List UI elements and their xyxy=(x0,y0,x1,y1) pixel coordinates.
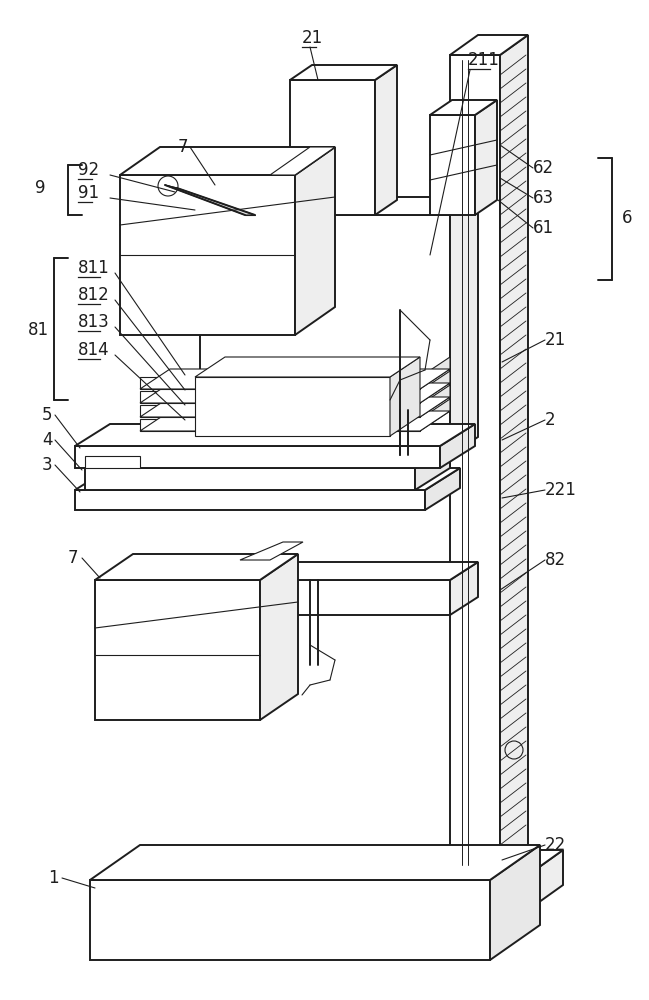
Text: 22: 22 xyxy=(545,836,566,854)
Text: 9: 9 xyxy=(35,179,45,197)
Text: 5: 5 xyxy=(42,406,53,424)
Text: 4: 4 xyxy=(42,431,53,449)
Text: 82: 82 xyxy=(545,551,566,569)
Polygon shape xyxy=(420,399,450,431)
Polygon shape xyxy=(430,100,497,115)
Polygon shape xyxy=(195,357,420,377)
Polygon shape xyxy=(475,100,497,215)
Polygon shape xyxy=(290,80,375,215)
Text: 62: 62 xyxy=(533,159,554,177)
Polygon shape xyxy=(450,562,478,615)
Text: 91: 91 xyxy=(78,184,99,202)
Polygon shape xyxy=(85,456,140,468)
Text: 6: 6 xyxy=(622,209,633,227)
Polygon shape xyxy=(200,197,478,215)
Polygon shape xyxy=(535,850,563,905)
Polygon shape xyxy=(450,55,500,870)
Polygon shape xyxy=(140,377,420,389)
Polygon shape xyxy=(75,490,425,510)
Polygon shape xyxy=(140,419,420,431)
Text: 221: 221 xyxy=(545,481,577,499)
Polygon shape xyxy=(455,905,500,935)
Polygon shape xyxy=(90,845,540,880)
Polygon shape xyxy=(140,405,420,417)
Polygon shape xyxy=(120,147,335,175)
Polygon shape xyxy=(85,468,415,490)
Text: 21: 21 xyxy=(545,331,566,349)
Polygon shape xyxy=(450,35,528,55)
Text: 7: 7 xyxy=(178,138,188,156)
Polygon shape xyxy=(430,870,535,905)
Polygon shape xyxy=(85,446,450,468)
Text: 81: 81 xyxy=(28,321,49,339)
Text: 61: 61 xyxy=(533,219,554,237)
Polygon shape xyxy=(75,446,440,468)
Polygon shape xyxy=(430,850,563,870)
Text: 63: 63 xyxy=(533,189,554,207)
Text: 211: 211 xyxy=(468,51,500,69)
Polygon shape xyxy=(240,542,303,560)
Text: 92: 92 xyxy=(78,161,99,179)
Polygon shape xyxy=(295,147,335,335)
Polygon shape xyxy=(140,411,450,431)
Polygon shape xyxy=(165,185,255,215)
Polygon shape xyxy=(290,65,397,80)
Text: 811: 811 xyxy=(78,259,110,277)
Polygon shape xyxy=(425,468,460,510)
Polygon shape xyxy=(500,885,528,935)
Polygon shape xyxy=(420,385,450,417)
Polygon shape xyxy=(490,845,540,960)
Polygon shape xyxy=(450,197,478,455)
Polygon shape xyxy=(140,383,450,403)
Text: 2: 2 xyxy=(545,411,556,429)
Text: 1: 1 xyxy=(48,869,58,887)
Text: 814: 814 xyxy=(78,341,110,359)
Polygon shape xyxy=(75,468,460,490)
Text: 7: 7 xyxy=(68,549,79,567)
Text: 812: 812 xyxy=(78,286,110,304)
Text: 3: 3 xyxy=(42,456,53,474)
Polygon shape xyxy=(140,391,420,403)
Polygon shape xyxy=(500,35,528,870)
Polygon shape xyxy=(195,377,390,436)
Polygon shape xyxy=(420,357,450,389)
Polygon shape xyxy=(90,880,490,960)
Polygon shape xyxy=(415,446,450,490)
Polygon shape xyxy=(205,580,450,615)
Text: 813: 813 xyxy=(78,313,110,331)
Polygon shape xyxy=(140,369,450,389)
Polygon shape xyxy=(95,580,260,720)
Polygon shape xyxy=(95,554,298,580)
Polygon shape xyxy=(430,115,475,215)
Polygon shape xyxy=(205,562,478,580)
Polygon shape xyxy=(420,371,450,403)
Polygon shape xyxy=(200,215,450,455)
Text: 21: 21 xyxy=(302,29,323,47)
Polygon shape xyxy=(375,65,397,215)
Polygon shape xyxy=(440,424,475,468)
Polygon shape xyxy=(260,554,298,720)
Polygon shape xyxy=(75,424,475,446)
Polygon shape xyxy=(390,357,420,436)
Polygon shape xyxy=(120,175,295,335)
Polygon shape xyxy=(140,397,450,417)
Polygon shape xyxy=(270,147,335,175)
